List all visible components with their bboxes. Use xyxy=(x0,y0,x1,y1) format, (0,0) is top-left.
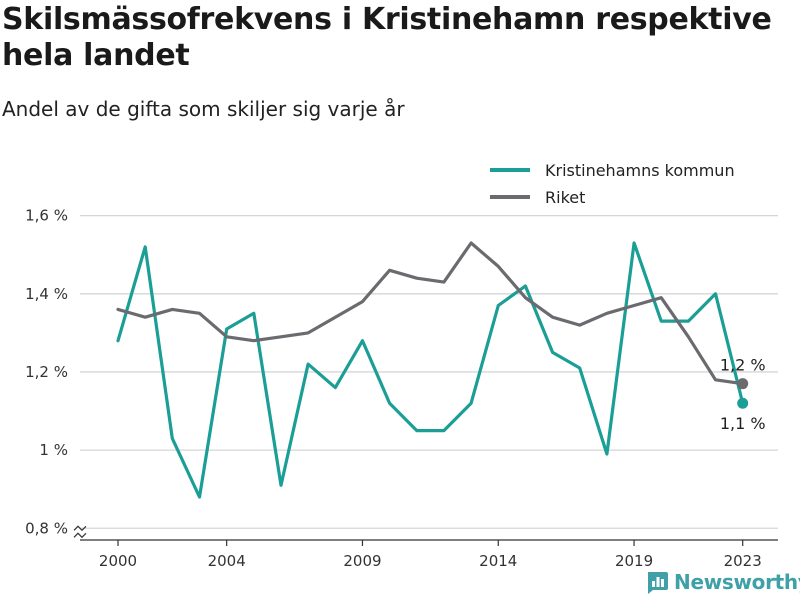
legend-box xyxy=(484,152,766,208)
x-tick-label: 2004 xyxy=(208,552,246,570)
y-tick-label: 1,2 % xyxy=(25,363,68,381)
end-point xyxy=(737,378,749,390)
legend-label: Riket xyxy=(545,188,585,207)
series-line-riket xyxy=(116,241,745,386)
chart-title: Skilsmässofrekvens i Kristinehamn respek… xyxy=(2,2,772,73)
chart-subtitle: Andel av de gifta som skiljer sig varje … xyxy=(2,97,405,121)
end-label: 1,2 % xyxy=(720,356,766,375)
x-tick-label: 2009 xyxy=(343,552,381,570)
x-tick-label: 2019 xyxy=(615,552,653,570)
newsworthy-logo: Newsworthy xyxy=(645,570,800,594)
end-point xyxy=(737,397,749,409)
x-tick-label: 2023 xyxy=(724,552,762,570)
axis-break-icon xyxy=(73,525,87,539)
series-line-kristinehamn xyxy=(116,241,745,499)
y-tick-label: 1,6 % xyxy=(25,207,68,225)
brand-name: Newsworthy xyxy=(674,570,800,594)
y-tick-label: 1,4 % xyxy=(25,285,68,303)
x-tick-label: 2014 xyxy=(479,552,517,570)
y-tick-label: 0,8 % xyxy=(25,519,68,537)
end-label: 1,1 % xyxy=(720,414,766,433)
legend-label: Kristinehamns kommun xyxy=(545,161,735,180)
y-tick-label: 1 % xyxy=(39,441,68,459)
x-tick-label: 2000 xyxy=(99,552,137,570)
bar-chart-icon xyxy=(648,572,668,594)
